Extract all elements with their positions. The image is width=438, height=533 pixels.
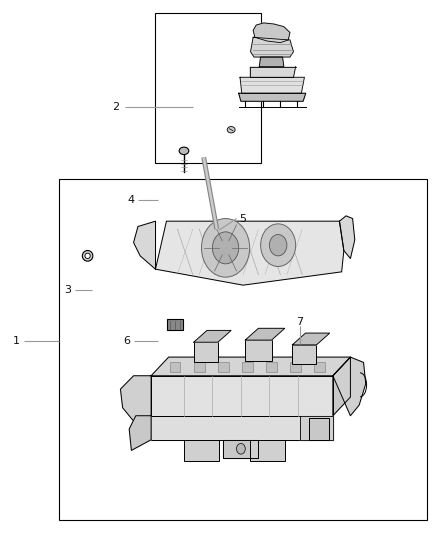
Bar xyxy=(170,362,180,372)
Circle shape xyxy=(237,443,245,454)
Ellipse shape xyxy=(227,126,235,133)
Text: 1: 1 xyxy=(13,336,20,346)
Polygon shape xyxy=(333,357,350,416)
FancyBboxPatch shape xyxy=(167,319,183,330)
Bar xyxy=(218,362,229,372)
Ellipse shape xyxy=(85,253,90,259)
Text: 4: 4 xyxy=(128,195,135,205)
Polygon shape xyxy=(339,216,355,259)
Bar xyxy=(314,362,325,372)
Bar xyxy=(184,440,219,461)
Ellipse shape xyxy=(179,147,189,155)
Bar xyxy=(266,362,277,372)
Text: 3: 3 xyxy=(64,286,71,295)
Polygon shape xyxy=(239,93,306,101)
Circle shape xyxy=(261,224,296,266)
Polygon shape xyxy=(253,23,290,43)
Text: 6: 6 xyxy=(124,336,131,346)
Polygon shape xyxy=(155,221,344,285)
Polygon shape xyxy=(259,57,284,67)
Polygon shape xyxy=(223,440,258,458)
Bar xyxy=(293,345,317,364)
Polygon shape xyxy=(120,376,151,424)
Circle shape xyxy=(201,219,250,277)
Bar xyxy=(250,440,285,461)
Polygon shape xyxy=(134,221,155,269)
Bar xyxy=(245,340,272,361)
Bar xyxy=(155,13,261,163)
Polygon shape xyxy=(333,357,366,416)
Circle shape xyxy=(269,235,287,256)
Polygon shape xyxy=(240,77,304,93)
Polygon shape xyxy=(251,37,293,57)
Polygon shape xyxy=(151,416,333,440)
Polygon shape xyxy=(194,330,231,342)
Text: 2: 2 xyxy=(113,102,120,111)
Text: 7: 7 xyxy=(297,318,304,327)
Ellipse shape xyxy=(82,251,93,261)
Polygon shape xyxy=(245,328,285,340)
Bar xyxy=(242,362,253,372)
Polygon shape xyxy=(250,67,296,77)
Bar xyxy=(194,342,218,362)
Bar xyxy=(194,362,205,372)
Circle shape xyxy=(212,232,239,264)
Polygon shape xyxy=(151,376,333,416)
Text: 5: 5 xyxy=(240,214,247,223)
Bar xyxy=(290,362,301,372)
Polygon shape xyxy=(300,416,333,440)
Bar xyxy=(309,418,328,440)
Polygon shape xyxy=(129,416,151,450)
Polygon shape xyxy=(151,357,350,376)
Polygon shape xyxy=(293,333,330,345)
Bar xyxy=(59,179,427,520)
